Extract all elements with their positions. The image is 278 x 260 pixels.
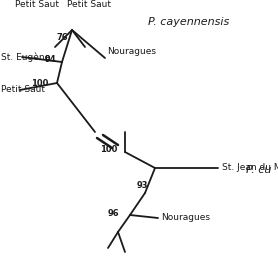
Text: Petit Saut: Petit Saut bbox=[67, 0, 111, 9]
Text: P. cayennensis: P. cayennensis bbox=[148, 17, 229, 27]
Text: Petit Saut: Petit Saut bbox=[1, 86, 45, 94]
Text: St. Jean du Maroni: St. Jean du Maroni bbox=[222, 164, 278, 172]
Text: 100: 100 bbox=[31, 79, 48, 88]
Text: St. Eugène: St. Eugène bbox=[1, 52, 50, 62]
Text: P. cu: P. cu bbox=[246, 165, 271, 175]
Text: 100: 100 bbox=[100, 146, 117, 154]
Text: Nouragues: Nouragues bbox=[161, 213, 210, 223]
Text: 96: 96 bbox=[107, 209, 119, 218]
Text: Nouragues: Nouragues bbox=[107, 48, 156, 56]
Text: 94: 94 bbox=[44, 55, 56, 64]
Text: Petit Saut: Petit Saut bbox=[15, 0, 59, 9]
Text: 76: 76 bbox=[56, 32, 68, 42]
Text: 93: 93 bbox=[136, 180, 148, 190]
